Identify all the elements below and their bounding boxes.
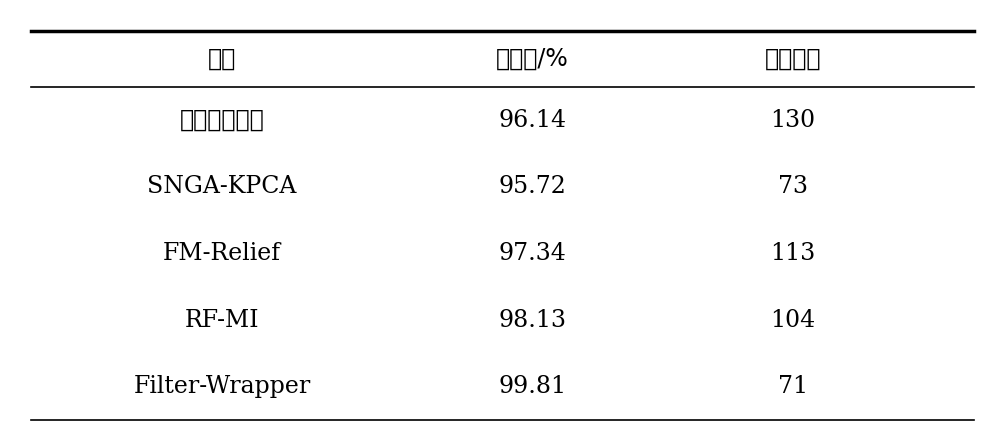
Text: 73: 73 [778,175,808,198]
Text: 特征维数: 特征维数 [765,47,821,71]
Text: Filter-Wrapper: Filter-Wrapper [134,375,311,398]
Text: 方法: 方法 [208,47,236,71]
Text: 99.81: 99.81 [498,375,567,398]
Text: 97.34: 97.34 [498,242,567,265]
Text: SNGA-KPCA: SNGA-KPCA [147,175,296,198]
Text: FM-Relief: FM-Relief [163,242,280,265]
Text: RF-MI: RF-MI [185,309,259,332]
Text: 95.72: 95.72 [498,175,567,198]
Text: 98.13: 98.13 [498,309,567,332]
Text: 准确率/%: 准确率/% [496,47,569,71]
Text: 104: 104 [771,309,816,332]
Text: 96.14: 96.14 [498,109,567,132]
Text: 113: 113 [771,242,816,265]
Text: 原始特征向量: 原始特征向量 [180,108,264,132]
Text: 71: 71 [778,375,808,398]
Text: 130: 130 [771,109,816,132]
